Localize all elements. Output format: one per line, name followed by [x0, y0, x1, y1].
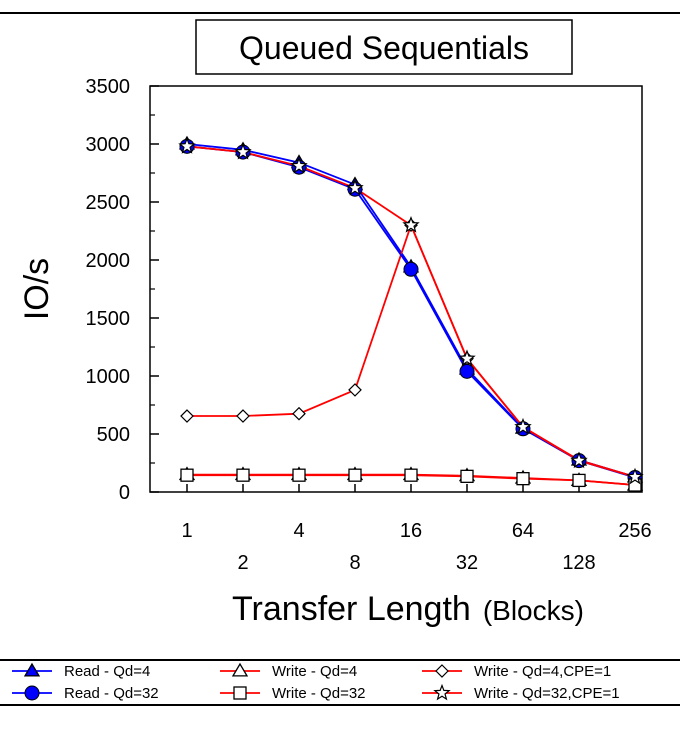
series-line-3 [186, 145, 636, 479]
x-tick-label: 32 [456, 552, 478, 574]
series-markers [178, 135, 644, 492]
legend-label: Write - Qd=4 [272, 663, 357, 680]
x-axis-title: Transfer Length (Blocks) [232, 590, 584, 628]
y-axis-title: IO/s [18, 258, 56, 320]
data-point [570, 451, 588, 469]
chart-title: Queued Sequentials [239, 30, 529, 66]
legend-item: Write - Qd=4 [220, 662, 357, 680]
data-point [459, 363, 475, 379]
series-line-0 [186, 143, 636, 478]
title-box [195, 19, 573, 75]
legend-label: Write - Qd=32,CPE=1 [474, 685, 620, 702]
data-point [403, 261, 419, 277]
data-point [404, 468, 418, 482]
x-tick-label: 128 [562, 552, 595, 574]
y-tick-label: 2500 [86, 192, 131, 214]
data-point [402, 216, 420, 233]
y-tick-label: 3000 [86, 134, 131, 156]
data-point [178, 137, 196, 154]
data-point [572, 473, 586, 488]
legend-label: Read - Qd=4 [64, 663, 150, 680]
legend-item: Write - Qd=4,CPE=1 [422, 663, 611, 680]
data-point [516, 472, 530, 486]
series-lines [186, 143, 636, 486]
data-point [180, 409, 194, 423]
x-tick-label: 1 [181, 520, 192, 542]
x-tick-label: 64 [512, 520, 534, 542]
data-point [180, 468, 194, 482]
x-tick-label: 8 [349, 552, 360, 574]
series-layer [178, 135, 644, 492]
data-point [514, 417, 532, 435]
data-point [458, 349, 476, 367]
data-point [234, 142, 252, 160]
legend-item: Read - Qd=32 [12, 685, 159, 702]
legend-marker [23, 662, 41, 677]
legend-marker [433, 683, 451, 701]
legend-item: Write - Qd=32 [220, 685, 366, 702]
x-axis-title-unit: (Blocks) [483, 595, 584, 626]
legend-marker [435, 664, 449, 678]
x-tick-label: 4 [293, 520, 304, 542]
data-point [348, 468, 362, 482]
y-tick-label: 3500 [86, 76, 131, 98]
legend-marker [231, 662, 249, 677]
y-tick-label: 2000 [86, 250, 131, 272]
x-tick-label: 256 [618, 520, 651, 542]
data-point [290, 156, 308, 174]
legend-label: Read - Qd=32 [64, 685, 159, 702]
y-tick-label: 1000 [86, 366, 131, 388]
data-point [292, 406, 306, 421]
plot-area [149, 85, 643, 493]
legend-item: Write - Qd=32,CPE=1 [422, 683, 620, 702]
x-axis-title-main: Transfer Length [232, 590, 471, 628]
data-point [236, 468, 250, 482]
x-axis: 1 2 4 8 16 32 64 128 256 [181, 484, 652, 574]
y-tick-label: 1500 [86, 308, 131, 330]
y-axis: 0 500 1000 1500 2000 2500 3000 3500 [86, 76, 159, 504]
y-tick-label: 500 [97, 424, 130, 446]
data-point [346, 178, 364, 196]
x-tick-label: 16 [400, 520, 422, 542]
data-point [626, 467, 644, 485]
x-tick-label: 2 [237, 552, 248, 574]
legend: Read - Qd=4 Write - Qd=4 Write - Qd=4,CPE=… [12, 662, 620, 702]
data-point [236, 409, 250, 423]
legend-item: Read - Qd=4 [12, 662, 150, 680]
data-point [460, 469, 474, 483]
legend-marker [24, 685, 40, 701]
legend-marker [233, 686, 247, 700]
data-point [292, 468, 306, 482]
y-tick-label: 0 [119, 482, 130, 504]
data-point [348, 383, 362, 397]
legend-label: Write - Qd=4,CPE=1 [474, 663, 611, 680]
series-line-5 [186, 145, 636, 478]
legend-label: Write - Qd=32 [272, 685, 366, 702]
